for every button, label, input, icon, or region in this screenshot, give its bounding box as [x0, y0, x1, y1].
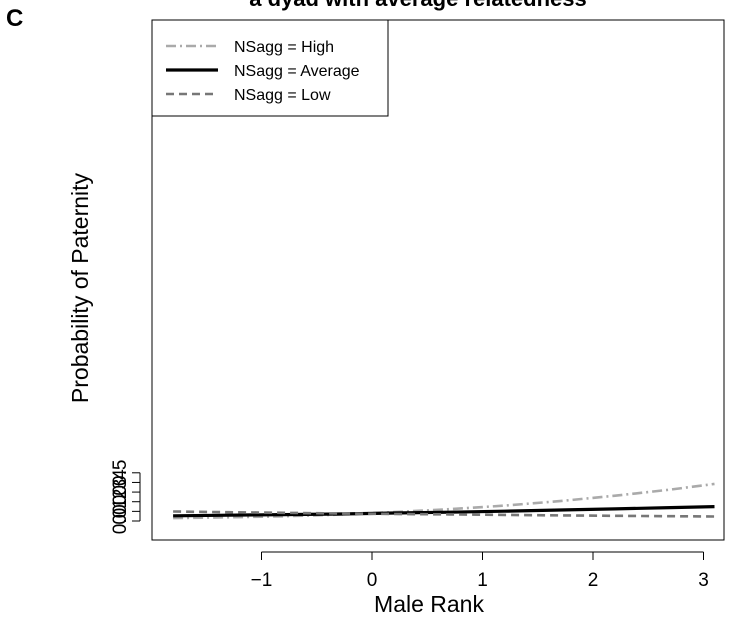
- plot-frame: [151, 19, 725, 541]
- x-tick-label: 3: [698, 570, 709, 591]
- x-tick-label: 0: [367, 570, 378, 591]
- series-layer: [173, 482, 715, 520]
- legend-label-average: NSagg = Average: [234, 63, 360, 80]
- x-axis-label: Male Rank: [374, 591, 484, 617]
- y-tick-label: 0.0: [110, 508, 131, 534]
- legend-label-low: NSagg = Low: [234, 87, 331, 104]
- y-tick-label: 0.3: [110, 479, 131, 505]
- series-line-high: [173, 482, 715, 520]
- y-tick-label: 0.2: [110, 489, 131, 515]
- x-tick-label: −1: [251, 570, 273, 591]
- x-axis: −1 0 1 2 3: [251, 551, 709, 591]
- x-tick-label: 1: [477, 570, 488, 591]
- y-axis-label: Probability of Paternity: [67, 172, 93, 403]
- panel-label: C: [6, 5, 23, 32]
- chart-title: a dyad with average relatedness: [249, 0, 587, 11]
- series-line-low: [173, 510, 715, 518]
- y-tick-label: 0.4: [110, 469, 131, 496]
- series-line-average: [173, 505, 715, 518]
- y-axis: 0.00.10.20.30.40.5: [110, 460, 141, 534]
- y-tick-label: 0.5: [110, 460, 131, 486]
- y-tick-label: 0.1: [110, 498, 131, 524]
- legend-box: [151, 19, 389, 117]
- legend: NSagg = High NSagg = Average NSagg = Low: [151, 19, 389, 117]
- legend-label-high: NSagg = High: [234, 39, 334, 56]
- x-tick-label: 2: [588, 570, 599, 591]
